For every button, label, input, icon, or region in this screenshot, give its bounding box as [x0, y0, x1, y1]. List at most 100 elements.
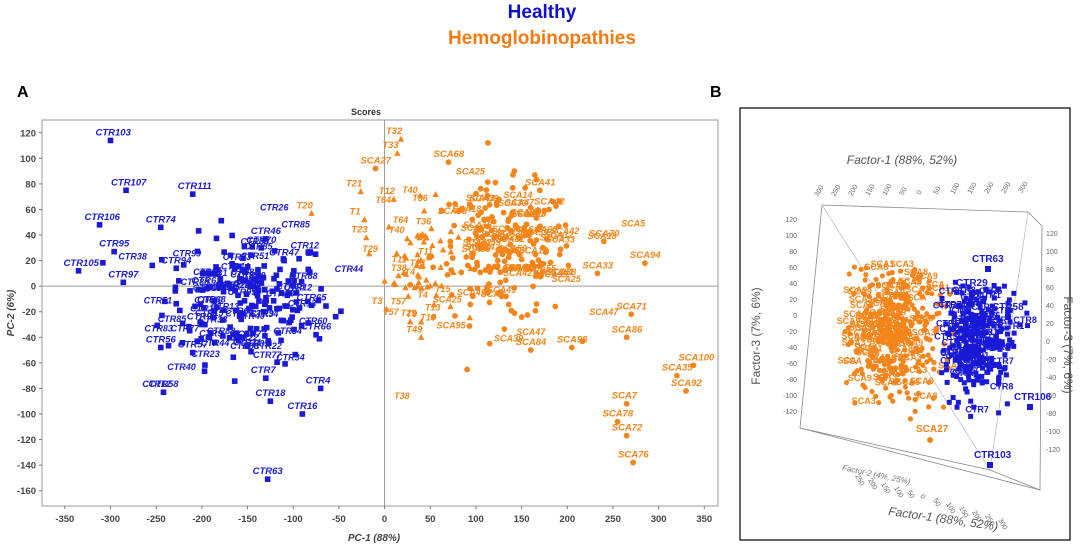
cluster-label: CTR23: [225, 308, 254, 318]
cluster-point: [154, 322, 160, 329]
cluster-point: [100, 260, 106, 266]
data-label: SCA35: [662, 363, 693, 374]
cluster-label: CTR60: [194, 295, 223, 305]
cluster-point: [523, 263, 530, 270]
cluster-point: [511, 284, 518, 291]
cluster-point: [216, 284, 223, 291]
cluster-label: SCA3: [540, 233, 564, 243]
cluster-label: SCA: [926, 279, 946, 289]
cluster-point: [315, 297, 322, 304]
cluster-point: [997, 323, 1003, 329]
cluster-point: [1007, 337, 1013, 343]
cluster-point: [861, 328, 867, 334]
cluster-point: [883, 385, 889, 391]
cluster-point: [966, 369, 972, 375]
cluster-point: [970, 320, 976, 326]
data-label: SCA42: [534, 196, 565, 207]
cluster-point: [984, 322, 990, 328]
data-point: [985, 266, 991, 272]
cluster-point: [988, 366, 994, 372]
cluster-point: [525, 230, 532, 236]
cluster-point: [466, 323, 473, 329]
cluster-point: [497, 279, 504, 286]
left-tick-label: 0: [793, 313, 797, 320]
cluster-point: [452, 312, 458, 319]
cluster-point: [905, 294, 911, 300]
cluster-point: [989, 321, 995, 327]
cluster-label: SCA12: [544, 230, 573, 240]
cluster-point: [265, 338, 271, 344]
cluster-point: [983, 286, 989, 292]
cluster-point: [966, 377, 972, 383]
cluster-point: [1011, 290, 1017, 296]
data-label: CTR95: [99, 239, 130, 250]
cluster-point: [274, 306, 280, 312]
cluster-label: SCA95: [538, 270, 568, 280]
cluster-point: [220, 307, 227, 313]
cluster-point: [964, 389, 970, 395]
cluster-point: [929, 291, 935, 297]
cluster-point: [469, 293, 476, 300]
cluster-label: SCA47: [505, 198, 535, 208]
cluster-label: CTR51: [241, 251, 270, 261]
cluster-point: [286, 290, 293, 296]
data-label: CTR58: [992, 302, 1024, 313]
cluster-point: [941, 341, 947, 347]
cluster-point: [248, 252, 254, 258]
cluster-label: CTR7: [952, 350, 976, 360]
cluster-label: SCA8: [896, 377, 920, 387]
cluster-point: [261, 286, 268, 293]
cluster-point: [236, 263, 242, 270]
cluster-point: [220, 333, 226, 339]
cluster-label: SCA1: [862, 316, 886, 326]
cluster-point: [263, 297, 269, 304]
data-label: T33: [382, 140, 399, 151]
cluster-point: [488, 213, 495, 220]
cluster-label: CTR: [951, 305, 970, 315]
top-tick-label: 250: [1001, 181, 1013, 195]
cluster-point: [293, 299, 300, 305]
cluster-point: [955, 399, 961, 405]
cluster-point: [296, 255, 302, 262]
cluster-point: [967, 354, 973, 360]
cluster-label: SCA5: [481, 229, 506, 239]
cluster-label: CTR38: [241, 237, 270, 247]
cluster-point: [289, 306, 296, 313]
cluster-label: SCA3: [873, 372, 897, 382]
cluster-point: [954, 404, 960, 410]
cluster-point: [847, 331, 853, 337]
cluster-point: [556, 251, 563, 258]
data-point: [527, 347, 534, 353]
cluster-point: [527, 204, 534, 211]
left-tick-label: 80: [789, 249, 797, 256]
cluster-label: CTR: [963, 311, 982, 321]
cluster-point: [244, 263, 251, 270]
cluster-point: [933, 325, 940, 331]
cluster-point: [897, 311, 903, 317]
data-point: [199, 321, 205, 328]
cluster-point: [420, 207, 428, 214]
cluster-point: [200, 305, 207, 311]
cluster-label: T36: [412, 193, 429, 203]
cluster-label: SCA8: [909, 314, 933, 324]
cluster-label: SCA8: [864, 262, 888, 272]
data-point: [157, 224, 164, 231]
cluster-point: [186, 323, 192, 330]
cluster-point: [159, 312, 165, 319]
cluster-point: [985, 307, 991, 313]
cluster-point: [217, 277, 224, 284]
cluster-point: [385, 223, 393, 230]
cluster-point: [492, 252, 499, 258]
data-point: [107, 137, 114, 144]
data-point: [969, 290, 975, 296]
top-tick-label: 50: [933, 186, 943, 196]
cluster-point: [563, 242, 570, 249]
cluster-point: [911, 306, 917, 312]
cluster-point: [192, 303, 198, 310]
cluster-point: [974, 297, 980, 303]
cluster-label: SCA43: [503, 262, 532, 272]
cluster-point: [495, 196, 502, 203]
cluster-point: [249, 244, 256, 250]
cluster-label: T29: [362, 244, 378, 254]
top-tick-label: 300: [814, 184, 826, 198]
